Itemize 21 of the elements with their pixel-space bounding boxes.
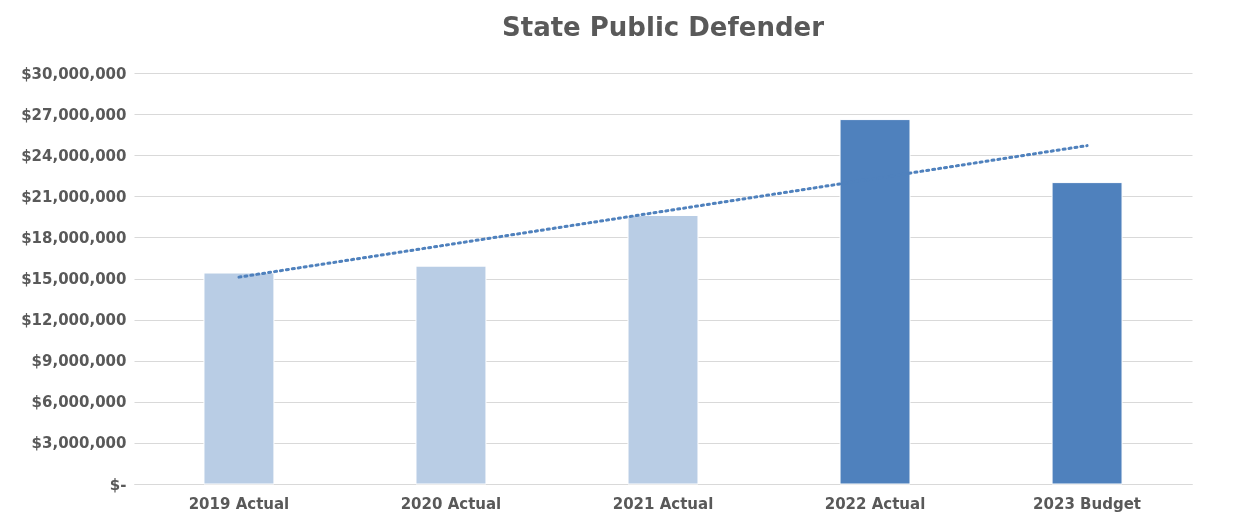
y-tick-label: $15,000,000 [21, 270, 127, 288]
y-tick-label: $30,000,000 [21, 64, 127, 83]
y-tick-label: $12,000,000 [21, 311, 127, 330]
y-tick-label: $3,000,000 [31, 434, 127, 453]
y-tick-label: $9,000,000 [31, 352, 127, 371]
y-tick-label: $27,000,000 [21, 105, 127, 124]
y-tick-label: $24,000,000 [21, 146, 127, 165]
y-tick-label: $- [109, 475, 127, 494]
bar [415, 265, 487, 485]
y-tick-label: $18,000,000 [21, 228, 127, 247]
x-tick-label: 2022 Actual [824, 494, 926, 513]
x-tick-label: 2023 Budget [1033, 494, 1141, 513]
y-tick-label: $21,000,000 [21, 187, 127, 206]
y-tick-label: $6,000,000 [31, 393, 127, 412]
chart-title: State Public Defender [501, 12, 825, 42]
x-tick-label: 2021 Actual [612, 494, 714, 513]
bar [627, 214, 699, 485]
x-tick-label: 2019 Actual [188, 494, 290, 513]
x-tick-label: 2020 Actual [400, 494, 502, 513]
bar [1051, 182, 1123, 485]
bar [203, 272, 275, 485]
